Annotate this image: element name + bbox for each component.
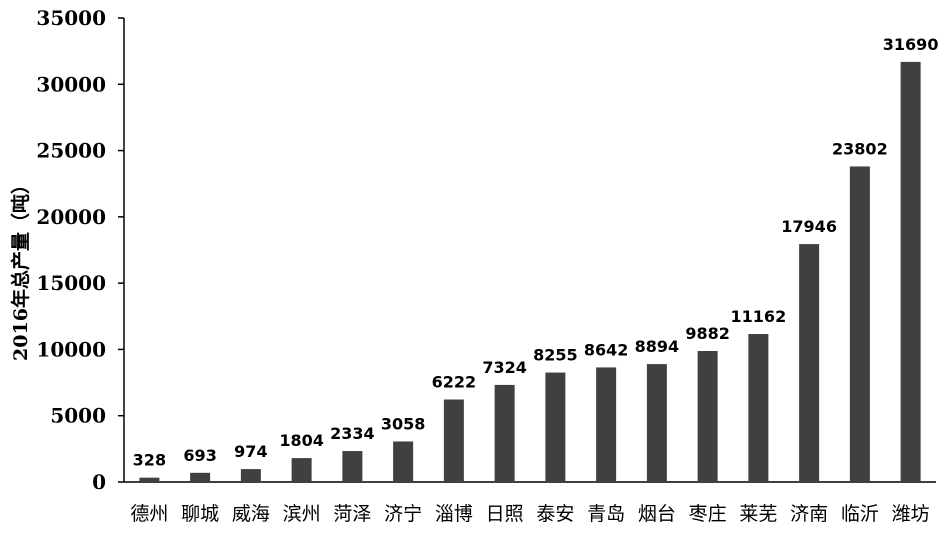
data-label: 7324 — [482, 358, 527, 377]
x-axis-ticks: 德州 聊城 威海 滨州 菏泽 济宁 淄博 日照 泰安 青岛 烟台 枣庄 莱芜 济南 临沂 潍坊 — [130, 503, 929, 525]
x-tick-label: 菏泽 — [333, 503, 371, 525]
bar — [849, 166, 870, 482]
bar — [900, 61, 921, 483]
x-tick-label: 滨州 — [283, 503, 321, 525]
data-label: 974 — [234, 442, 267, 461]
data-label: 8642 — [584, 340, 629, 359]
y-tick-label: 25000 — [36, 139, 106, 163]
x-tick-label: 聊城 — [181, 503, 219, 525]
bar — [291, 458, 312, 482]
bar — [139, 477, 160, 482]
x-tick-label: 临沂 — [841, 503, 879, 525]
x-tick-label: 泰安 — [536, 503, 574, 525]
data-label: 8894 — [635, 337, 680, 356]
data-label: 8255 — [533, 346, 578, 365]
x-tick-label: 德州 — [130, 503, 168, 525]
data-labels: 328 693 974 1804 2334 3058 6222 7324 8255 8642 889… — [133, 35, 939, 470]
data-label: 3058 — [381, 414, 426, 433]
data-label: 328 — [133, 451, 166, 470]
bar — [799, 244, 820, 482]
y-tick-label: 35000 — [36, 6, 106, 30]
bar — [596, 367, 617, 482]
data-label: 17946 — [781, 217, 837, 236]
data-label: 11162 — [731, 307, 787, 326]
data-label: 9882 — [685, 324, 730, 343]
x-tick-label: 潍坊 — [892, 503, 930, 525]
bar — [190, 472, 211, 482]
x-tick-label: 烟台 — [638, 503, 676, 525]
y-axis-label: 2016年总产量（吨） — [9, 175, 32, 361]
data-label: 1804 — [279, 431, 324, 450]
data-label: 31690 — [883, 35, 939, 54]
y-tick-label: 20000 — [36, 205, 106, 229]
x-tick-label: 枣庄 — [689, 503, 727, 525]
x-tick-label: 威海 — [232, 503, 270, 525]
bar — [494, 384, 515, 482]
y-tick-label: 5000 — [50, 404, 106, 428]
bar — [697, 350, 718, 482]
bar — [393, 441, 414, 482]
data-label: 23802 — [832, 139, 888, 158]
y-tick-label: 30000 — [36, 72, 106, 96]
x-tick-label: 日照 — [486, 503, 524, 525]
y-tick-label: 0 — [92, 470, 106, 494]
bar — [545, 372, 566, 482]
y-tick-label: 15000 — [36, 271, 106, 295]
x-tick-label: 莱芜 — [739, 503, 777, 525]
x-tick-label: 济宁 — [384, 503, 422, 525]
data-label: 693 — [183, 446, 216, 465]
x-tick-label: 淄博 — [435, 503, 473, 525]
bars — [139, 61, 921, 483]
data-label: 6222 — [432, 373, 477, 392]
y-tick-label: 10000 — [36, 337, 106, 361]
bar — [443, 399, 464, 482]
bar — [342, 451, 363, 482]
x-tick-label: 青岛 — [587, 503, 625, 525]
bar — [748, 334, 769, 482]
bar — [240, 469, 261, 482]
bar — [646, 364, 667, 482]
data-label: 2334 — [330, 424, 375, 443]
x-tick-label: 济南 — [790, 503, 828, 525]
y-axis-ticks: 0 5000 10000 15000 20000 25000 30000 35000 — [36, 6, 124, 494]
